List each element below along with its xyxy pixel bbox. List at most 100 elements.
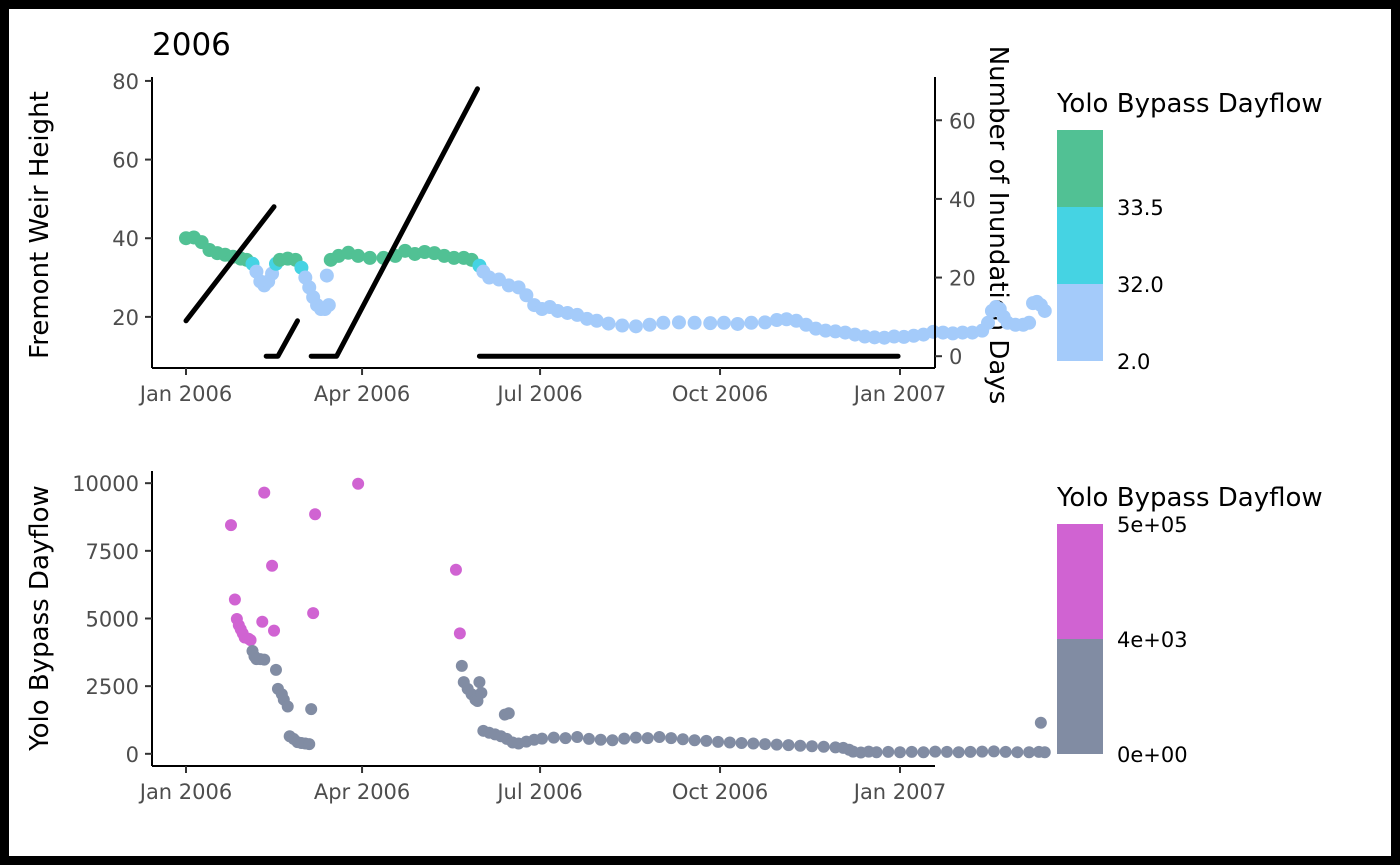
dayflow-point xyxy=(1038,746,1051,759)
dayflow-point xyxy=(794,739,807,752)
dayflow-point xyxy=(870,746,883,759)
dayflow-point xyxy=(770,738,783,751)
height-point xyxy=(955,325,970,340)
top-inundation-lines xyxy=(183,86,901,359)
top-x-tick-label: Jan 2007 xyxy=(852,382,947,406)
dayflow-point xyxy=(700,734,713,747)
dayflow-point xyxy=(473,676,486,689)
height-point xyxy=(601,316,616,331)
top-height-points xyxy=(179,230,1052,345)
bottom-x-tick-label: Jan 2007 xyxy=(852,780,947,804)
dayflow-point xyxy=(735,736,748,749)
dayflow-point xyxy=(256,615,269,628)
dayflow-point xyxy=(817,740,830,753)
height-point xyxy=(1022,315,1037,330)
top-legend: Yolo Bypass Dayflow 33.5 32.0 2.0 xyxy=(1056,89,1323,374)
dayflow-point xyxy=(224,519,237,532)
bottom-legend-swatch xyxy=(1057,524,1103,639)
dayflow-point xyxy=(305,703,318,716)
height-point xyxy=(671,315,686,330)
top-y-tick-label: 40 xyxy=(112,227,139,251)
dayflow-point xyxy=(455,659,468,672)
dayflow-point xyxy=(547,731,560,744)
top-y-tick-label: 80 xyxy=(112,70,139,94)
bottom-legend-title: Yolo Bypass Dayflow xyxy=(1056,483,1323,513)
height-point xyxy=(867,330,882,345)
height-point xyxy=(887,329,902,344)
top-x-tick-label: Jan 2006 xyxy=(138,382,233,406)
top-axes: Jan 2006 Apr 2006 Jul 2006 Oct 2006 Jan 2007… xyxy=(112,70,975,406)
top-panel: Fremont Weir Height Number of Inundation… xyxy=(25,46,1052,406)
top-y-tick-label: 20 xyxy=(112,306,139,330)
height-point xyxy=(687,315,702,330)
dayflow-point xyxy=(747,737,760,750)
bottom-axes: Jan 2006 Apr 2006 Jul 2006 Oct 2006 Jan 2007… xyxy=(72,471,946,804)
top-y-tick-label: 60 xyxy=(112,149,139,173)
top-y2-tick-label: 40 xyxy=(949,188,976,212)
dayflow-point xyxy=(303,738,316,751)
top-x-tick-label: Oct 2006 xyxy=(672,382,768,406)
bottom-x-tick-label: Oct 2006 xyxy=(672,780,768,804)
dayflow-point xyxy=(999,745,1012,758)
dayflow-point xyxy=(475,686,488,699)
dayflow-point xyxy=(976,745,989,758)
height-point xyxy=(744,315,759,330)
bottom-panel: Yolo Bypass Dayflow Jan 2006 Apr 2006 Jul … xyxy=(25,471,1051,804)
dayflow-point xyxy=(1034,716,1047,729)
top-y2-axis-title: Number of Inundation Days xyxy=(983,46,1013,405)
dayflow-point xyxy=(1011,746,1024,759)
dayflow-point xyxy=(712,735,725,748)
dayflow-point xyxy=(805,740,818,753)
height-point xyxy=(981,315,996,330)
bottom-y-tick-label: 7500 xyxy=(86,540,139,564)
height-point xyxy=(628,319,643,334)
top-legend-swatch xyxy=(1057,284,1103,361)
height-point xyxy=(446,250,461,265)
dayflow-point xyxy=(917,746,930,759)
dayflow-point xyxy=(594,733,607,746)
bottom-y-tick-label: 2500 xyxy=(86,675,139,699)
bottom-x-tick-label: Jul 2006 xyxy=(495,780,582,804)
top-y2-tick-label: 60 xyxy=(949,109,976,133)
dayflow-point xyxy=(266,559,279,572)
top-y-axis-title: Fremont Weir Height xyxy=(25,91,55,359)
height-point xyxy=(642,317,657,332)
dayflow-point xyxy=(582,732,595,745)
bottom-y-tick-label: 0 xyxy=(126,743,139,767)
dayflow-point xyxy=(987,745,1000,758)
bottom-legend-label: 0e+00 xyxy=(1117,743,1188,767)
height-point xyxy=(716,315,731,330)
height-point xyxy=(730,316,745,331)
dayflow-point xyxy=(653,731,666,744)
dayflow-point xyxy=(449,563,462,576)
top-legend-label: 32.0 xyxy=(1117,273,1164,297)
top-x-tick-label: Apr 2006 xyxy=(314,382,410,406)
figure-panel xyxy=(9,9,1391,856)
bottom-y-tick-label: 10000 xyxy=(72,472,139,496)
dayflow-point xyxy=(629,731,642,744)
dayflow-point xyxy=(269,663,282,676)
dayflow-point xyxy=(606,734,619,747)
top-legend-label: 2.0 xyxy=(1117,350,1150,374)
top-y2-tick-label: 20 xyxy=(949,267,976,291)
dayflow-point xyxy=(723,736,736,749)
dayflow-point xyxy=(258,486,271,499)
dayflow-point xyxy=(571,731,584,744)
dayflow-point xyxy=(268,624,281,637)
height-point xyxy=(615,318,630,333)
bottom-legend: Yolo Bypass Dayflow 5e+05 4e+03 0e+00 xyxy=(1056,483,1323,767)
dayflow-point xyxy=(665,732,678,745)
dayflow-point xyxy=(453,627,466,640)
dayflow-point xyxy=(502,707,515,720)
height-point xyxy=(519,288,534,303)
dayflow-point xyxy=(641,732,654,745)
top-legend-swatch xyxy=(1057,207,1103,284)
dayflow-point xyxy=(352,477,365,490)
dayflow-point xyxy=(676,733,689,746)
dayflow-point xyxy=(964,745,977,758)
dayflow-point xyxy=(688,734,701,747)
height-point xyxy=(656,315,671,330)
dayflow-point xyxy=(952,746,965,759)
